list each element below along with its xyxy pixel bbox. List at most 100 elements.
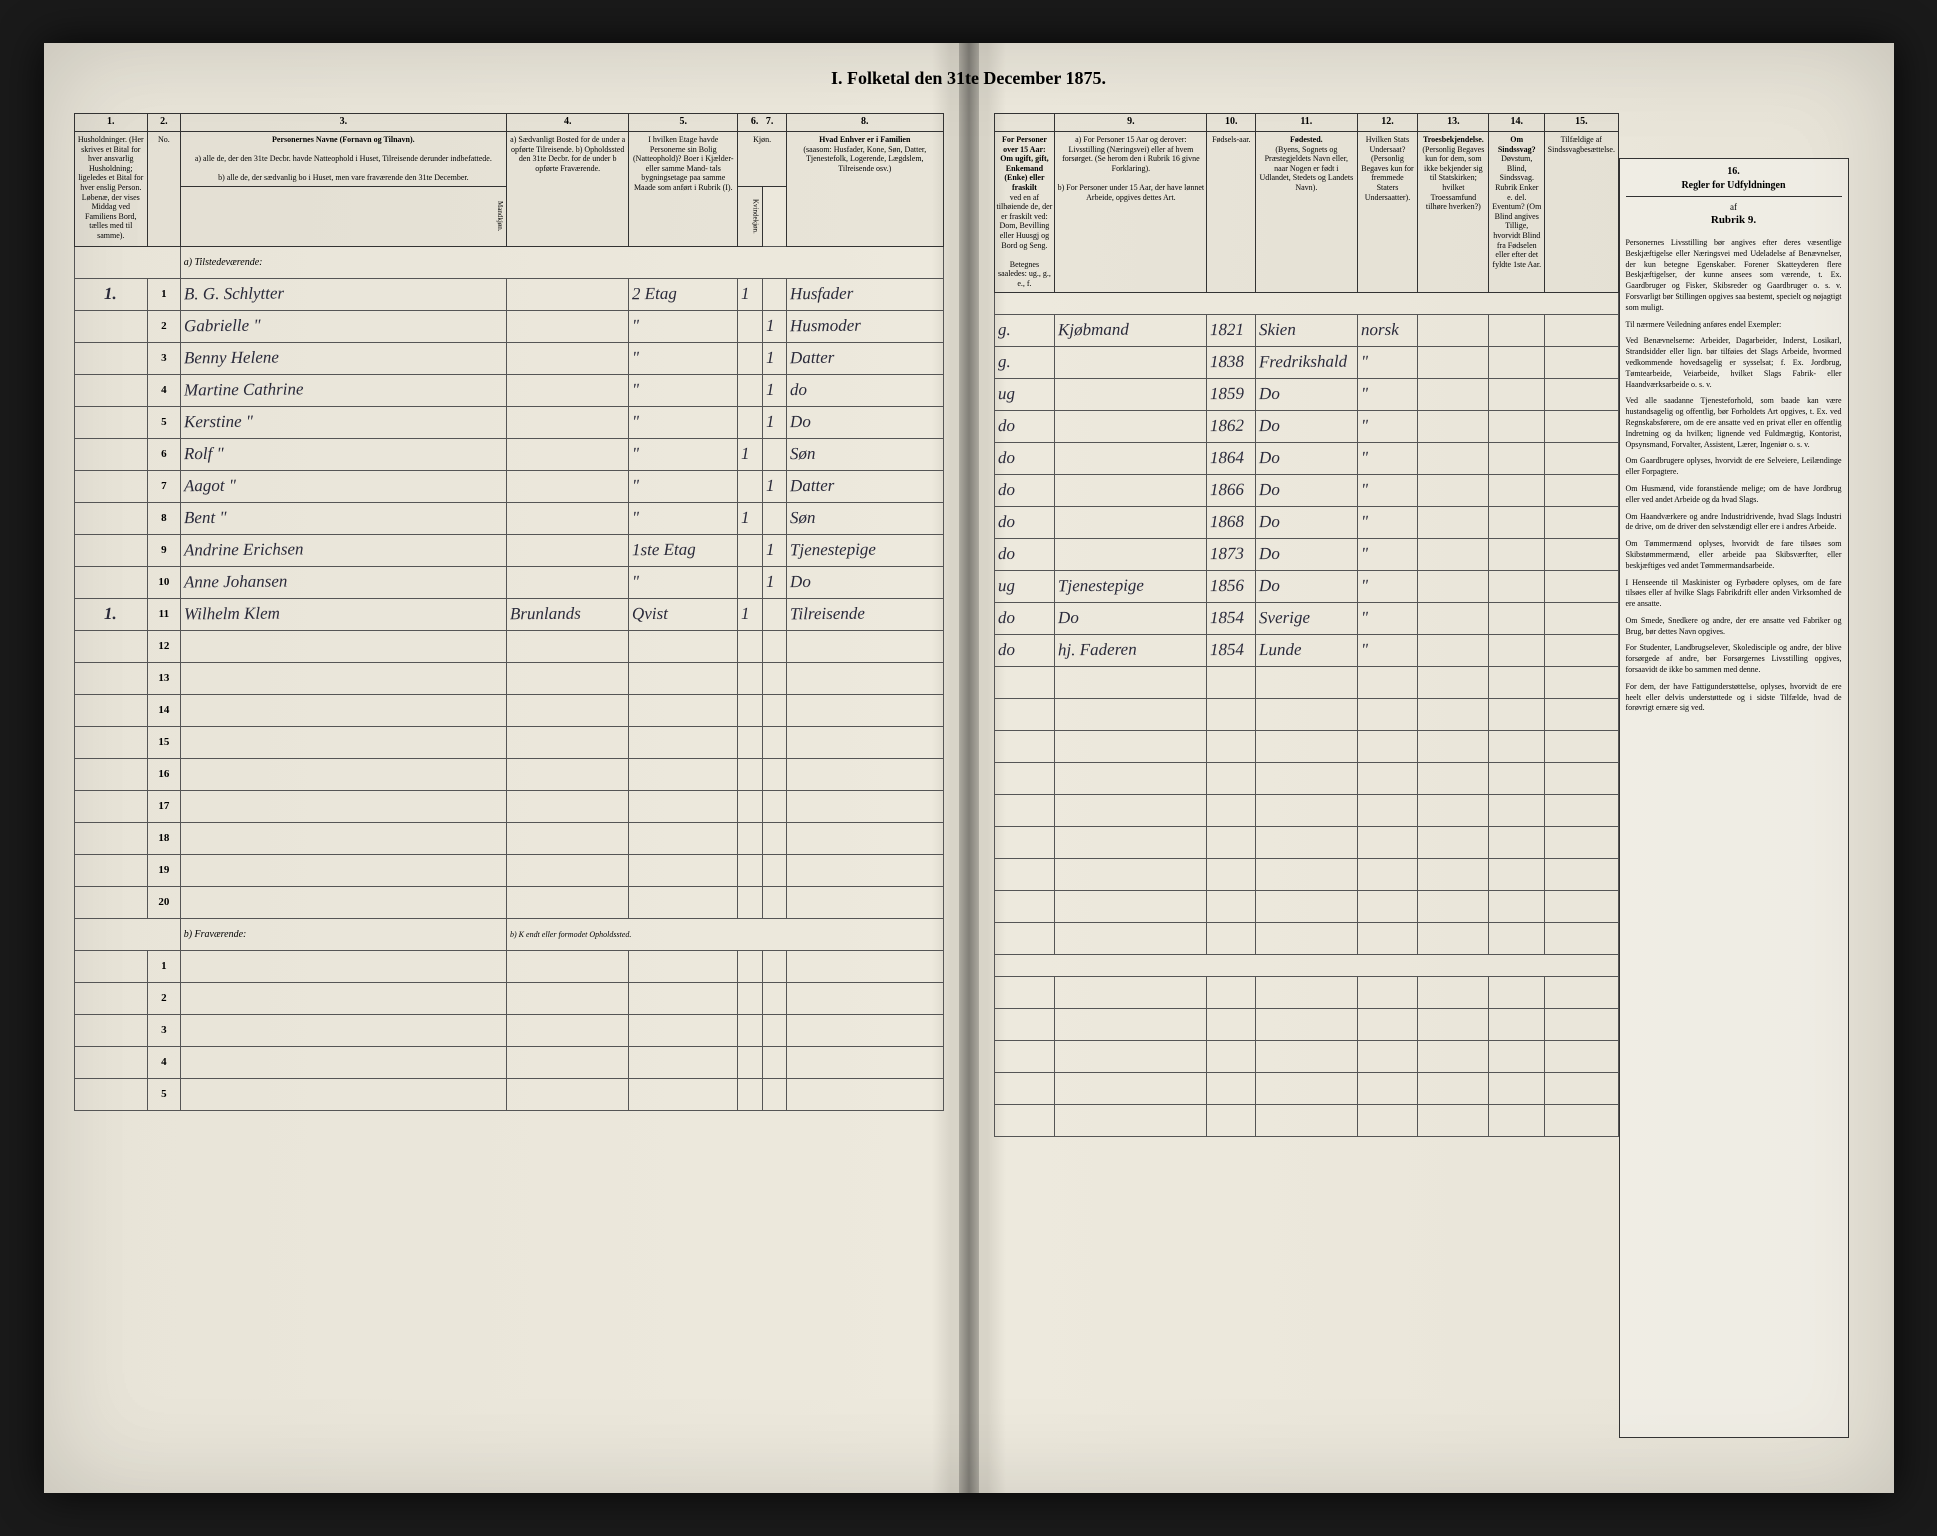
female: 1 <box>762 406 786 438</box>
female: 1 <box>762 566 786 598</box>
header-male: Mandkjøn. <box>180 186 506 246</box>
disability <box>1489 538 1545 570</box>
rules-paragraph: Om Husmænd, vide foranstående melige; om… <box>1626 484 1842 506</box>
header-sex: Kjøn. <box>738 132 787 187</box>
birth-year: 1873 <box>1207 538 1256 570</box>
header-descriptions-row: Husholdninger. (Her skrives et Bital for… <box>74 132 943 187</box>
header-relation: Hvad Enhver er i Familien (saasom: Husfa… <box>787 132 943 247</box>
table-row-absent: 3 <box>74 1014 943 1046</box>
disability <box>1489 602 1545 634</box>
mental <box>1545 634 1618 666</box>
table-row: 2 Gabrielle " " 1 Husmoder <box>74 310 943 342</box>
column-number-row: 1. 2. 3. 4. 5. 6. 7. 8. <box>74 114 943 132</box>
section-absent: b) Fraværende: <box>180 918 506 950</box>
floor: " <box>629 310 738 342</box>
civil-status: do <box>994 474 1055 506</box>
row-number: 7 <box>148 470 181 502</box>
table-row: g. 1838 Fredrikshald " <box>994 346 1618 378</box>
male: 1 <box>738 502 762 534</box>
female <box>762 438 786 470</box>
household-num <box>74 374 148 406</box>
relation: Husmoder <box>787 310 943 342</box>
table-row: 5 Kerstine " " 1 Do <box>74 406 943 438</box>
floor: " <box>629 566 738 598</box>
civil-status: g. <box>994 314 1055 346</box>
table-row: 7 Aagot " " 1 Datter <box>74 470 943 502</box>
rules-sub-af: af <box>1626 201 1842 213</box>
disability <box>1489 570 1545 602</box>
birthplace: Do <box>1256 410 1357 442</box>
row-number: 2 <box>148 310 181 342</box>
disability <box>1489 634 1545 666</box>
female <box>762 598 786 630</box>
male: 1 <box>738 598 762 630</box>
person-name: Andrine Erichsen <box>180 534 506 566</box>
faith <box>1418 378 1489 410</box>
male: 1 <box>738 278 762 310</box>
rules-paragraph: Ved Benævnelserne: Arbeider, Dagarbeider… <box>1626 336 1842 390</box>
rules-paragraph: Om Haandværkere og andre Industridrivend… <box>1626 512 1842 534</box>
header-female: Kvindekjøn. <box>738 186 762 246</box>
occupation <box>1055 346 1207 378</box>
civil-status: ug <box>994 378 1055 410</box>
occupation: Kjøbmand <box>1055 314 1207 346</box>
header-names-a: a) alle de, der den 31te Decbr. havde Na… <box>195 154 492 163</box>
table-row-empty: 15 <box>74 726 943 758</box>
table-row-empty: 12 <box>74 630 943 662</box>
household-num <box>74 502 148 534</box>
faith <box>1418 570 1489 602</box>
table-row-absent: 4 <box>74 1046 943 1078</box>
male <box>738 566 762 598</box>
floor: " <box>629 406 738 438</box>
rules-paragraph: Til nærmere Veiledning anføres endel Exe… <box>1626 320 1842 331</box>
male <box>738 470 762 502</box>
table-row-empty <box>994 730 1618 762</box>
occupation <box>1055 442 1207 474</box>
household-num <box>74 438 148 470</box>
census-book-spread: I. Folketal den 31te December 1875. 1. 2… <box>44 43 1894 1493</box>
nationality: " <box>1357 538 1418 570</box>
birthplace: Sverige <box>1256 602 1357 634</box>
relation: do <box>787 374 943 406</box>
relation: Tilreisende <box>787 598 943 630</box>
birthplace: Do <box>1256 538 1357 570</box>
colnum-10: 10. <box>1207 114 1256 132</box>
table-row: do 1864 Do " <box>994 442 1618 474</box>
birthplace: Do <box>1256 570 1357 602</box>
table-row-empty <box>994 666 1618 698</box>
nationality: " <box>1357 346 1418 378</box>
table-row-empty: 16 <box>74 758 943 790</box>
female <box>762 502 786 534</box>
male <box>738 534 762 566</box>
colnum-8b <box>994 114 1055 132</box>
rules-paragraph: I Henseende til Maskinister og Fyrbødere… <box>1626 578 1842 610</box>
header-nationality: Hvilken Stats Undersaat? (Personlig Bega… <box>1357 132 1418 293</box>
table-row-empty <box>994 698 1618 730</box>
nationality: " <box>1357 634 1418 666</box>
header-occupation: a) For Personer 15 Aar og derover: Livss… <box>1055 132 1207 293</box>
female: 1 <box>762 470 786 502</box>
civil-status: do <box>994 410 1055 442</box>
person-name: B. G. Schlytter <box>180 278 506 310</box>
household-num: 1. <box>74 278 148 310</box>
table-row-empty <box>994 794 1618 826</box>
nationality: " <box>1357 474 1418 506</box>
female: 1 <box>762 534 786 566</box>
rules-paragraph: For Studenter, Landbrugselever, Skoledis… <box>1626 643 1842 675</box>
male: 1 <box>738 438 762 470</box>
rules-rubrik: Rubrik 9. <box>1626 213 1842 228</box>
nationality: norsk <box>1357 314 1418 346</box>
birth-year: 1854 <box>1207 602 1256 634</box>
mental <box>1545 410 1618 442</box>
household-num: 1. <box>74 598 148 630</box>
mental <box>1545 538 1618 570</box>
female <box>762 278 786 310</box>
rules-paragraph: For dem, der have Fattigunderstøttelse, … <box>1626 682 1842 714</box>
relation: Do <box>787 566 943 598</box>
person-name: Martine Cathrine <box>180 374 506 406</box>
floor: 2 Etag <box>629 278 738 310</box>
colnum-12: 12. <box>1357 114 1418 132</box>
birthplace: Do <box>1256 506 1357 538</box>
household-num <box>74 470 148 502</box>
absent-note: b) K endt eller formodet Opholdssted. <box>507 918 943 950</box>
